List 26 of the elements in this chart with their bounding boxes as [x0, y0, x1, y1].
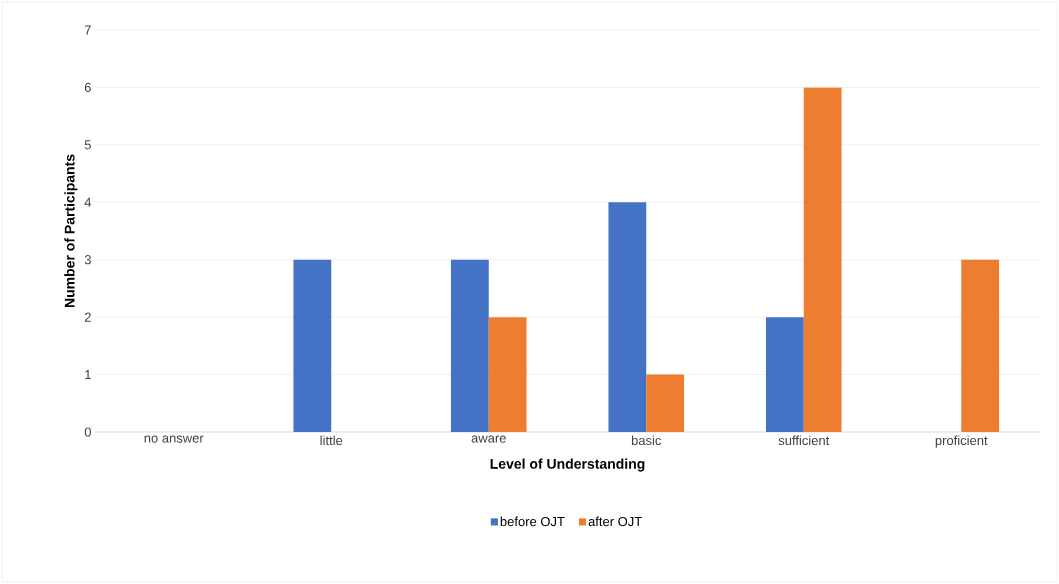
y-tick-label: 0 — [84, 427, 91, 437]
y-tick-label: 5 — [84, 140, 91, 150]
legend-label: after OJT — [588, 516, 642, 527]
x-tick-label: basic — [631, 435, 662, 446]
bar — [450, 259, 489, 432]
x-tick-label: little — [320, 435, 343, 446]
y-tick-label: 1 — [85, 370, 91, 380]
y-tick-label: 2 — [84, 312, 91, 322]
x-tick-label: proficient — [935, 435, 988, 448]
y-tick-label: 7 — [84, 25, 91, 35]
bar — [803, 87, 842, 432]
y-axis-title: Number of Participants — [64, 154, 78, 308]
y-tick-label: 6 — [84, 82, 91, 93]
y-tick-label: 4 — [84, 197, 92, 207]
bar — [488, 317, 527, 432]
y-tick-label: 3 — [84, 255, 91, 265]
legend-label: before OJT — [500, 516, 565, 527]
x-axis-title: Level of Understanding — [490, 458, 645, 472]
x-tick-label: sufficient — [778, 435, 830, 446]
bar — [646, 374, 685, 432]
bar — [765, 317, 804, 432]
x-tick-label: no answer — [144, 435, 204, 443]
x-tick-label: aware — [471, 435, 506, 443]
bar — [961, 259, 1000, 432]
bar — [293, 259, 332, 432]
bar — [608, 202, 647, 432]
